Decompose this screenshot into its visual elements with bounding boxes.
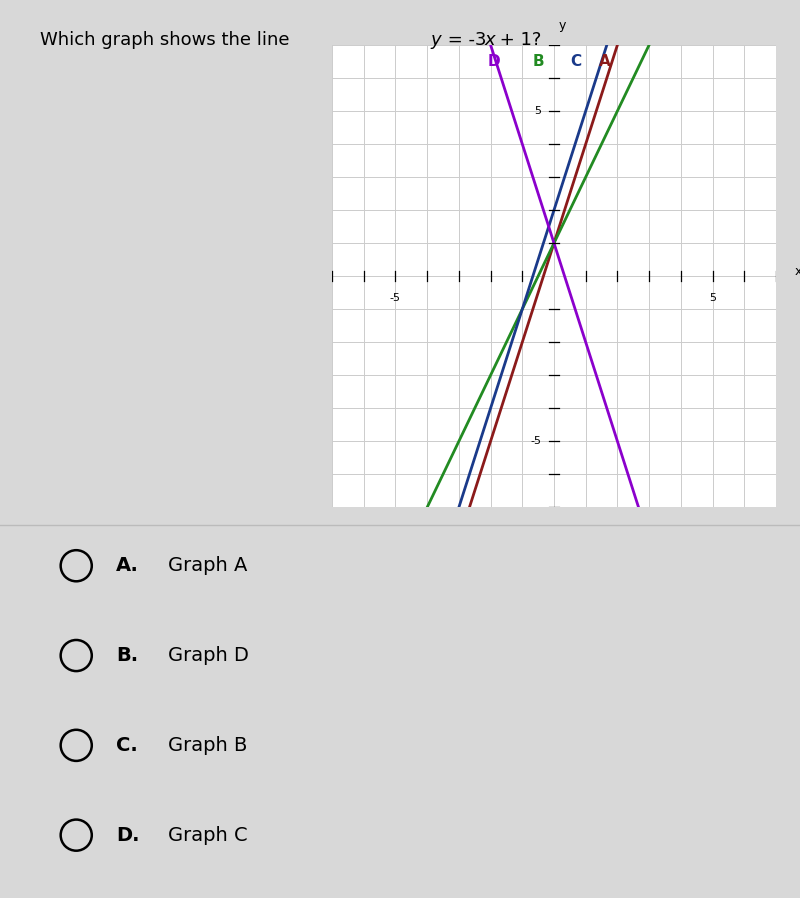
Text: B.: B.: [116, 646, 138, 665]
Text: C: C: [570, 54, 582, 69]
Text: Graph B: Graph B: [168, 735, 247, 755]
Text: x: x: [484, 31, 494, 49]
Text: Graph D: Graph D: [168, 646, 249, 665]
Text: + 1?: + 1?: [494, 31, 542, 49]
Text: = -3: = -3: [442, 31, 487, 49]
Text: D: D: [487, 54, 500, 69]
Text: -5: -5: [530, 436, 542, 446]
Text: A: A: [599, 54, 610, 69]
Text: B: B: [532, 54, 544, 69]
Text: Graph A: Graph A: [168, 556, 247, 576]
Text: 5: 5: [534, 106, 542, 116]
Text: Which graph shows the line: Which graph shows the line: [40, 31, 295, 49]
Text: x: x: [794, 265, 800, 277]
Text: A.: A.: [116, 556, 139, 576]
Text: 5: 5: [709, 293, 716, 303]
Text: D.: D.: [116, 825, 139, 845]
Text: -5: -5: [390, 293, 401, 303]
Text: C.: C.: [116, 735, 138, 755]
Text: Graph C: Graph C: [168, 825, 248, 845]
Text: y: y: [430, 31, 441, 49]
Text: y: y: [558, 19, 566, 31]
